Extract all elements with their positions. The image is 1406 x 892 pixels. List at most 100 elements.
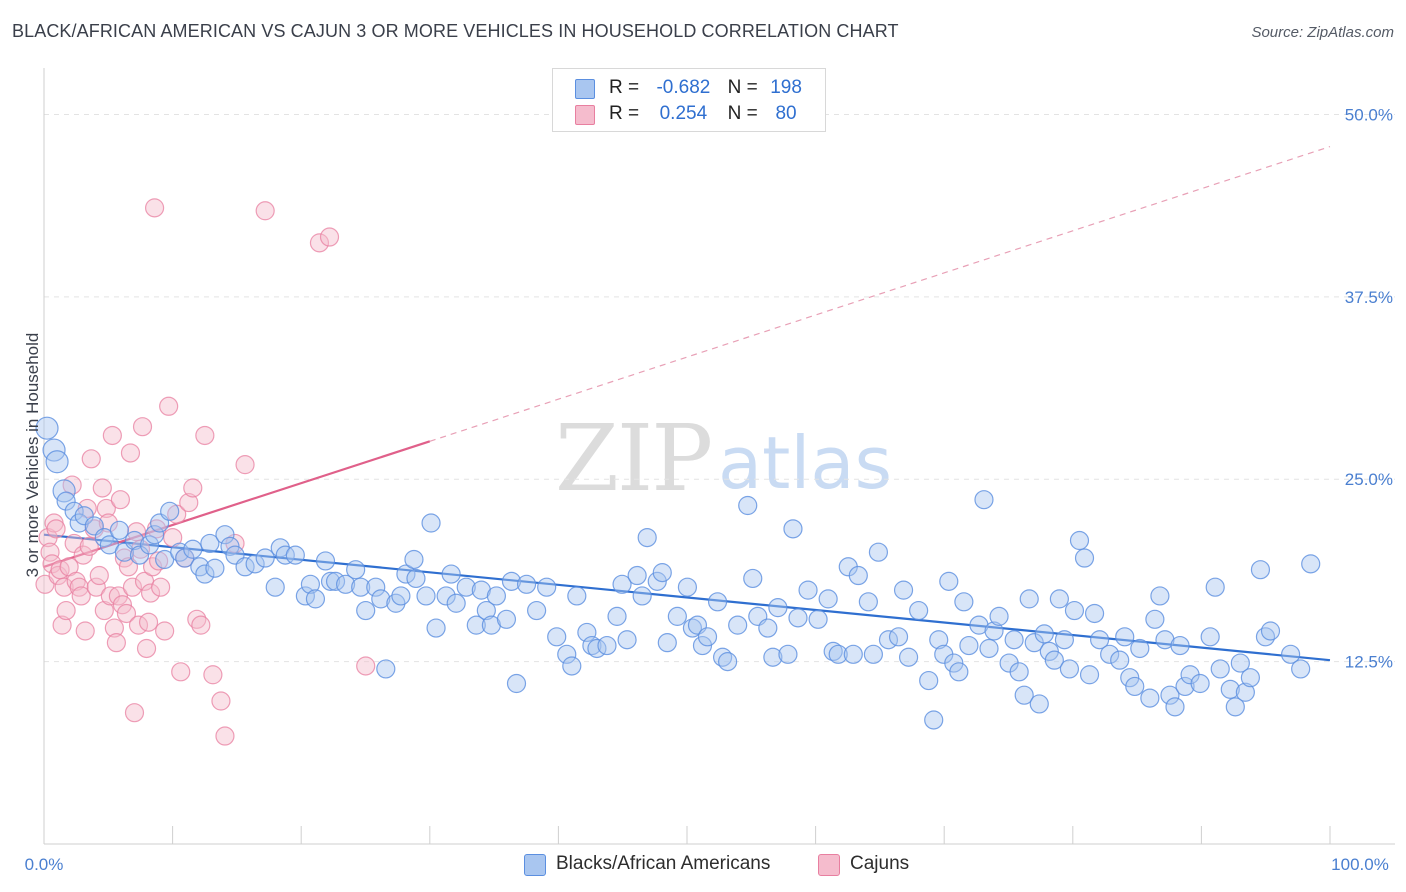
black-point bbox=[446, 593, 466, 613]
black-point bbox=[768, 598, 788, 618]
black-point bbox=[335, 574, 356, 594]
black-point bbox=[1034, 624, 1054, 644]
cajun-point bbox=[235, 455, 255, 475]
black-point bbox=[909, 600, 929, 621]
black-point bbox=[506, 673, 527, 694]
black-point bbox=[1029, 694, 1049, 714]
black-point bbox=[1200, 627, 1220, 647]
black-point bbox=[1009, 662, 1029, 682]
cajun-point bbox=[106, 633, 126, 653]
black-point bbox=[707, 592, 728, 612]
black-point bbox=[109, 520, 129, 540]
black-point bbox=[255, 548, 275, 568]
black-point bbox=[1004, 630, 1024, 650]
cajun-point bbox=[149, 551, 169, 571]
black-point bbox=[1225, 697, 1245, 717]
cajun-point bbox=[46, 519, 66, 539]
legend-n-label: N = bbox=[727, 77, 758, 98]
legend-r-label: R = bbox=[609, 103, 640, 124]
black-point bbox=[129, 545, 150, 565]
black-point bbox=[567, 586, 587, 606]
cajun-point bbox=[98, 513, 118, 533]
black-point bbox=[1074, 548, 1095, 568]
cajun-point bbox=[86, 577, 106, 597]
watermark-zip: ZIP bbox=[555, 405, 711, 512]
black-point bbox=[1054, 630, 1075, 650]
axes bbox=[43, 68, 1395, 845]
black-point bbox=[1230, 653, 1250, 673]
legend-r-label: R = bbox=[609, 77, 640, 98]
black-point bbox=[788, 608, 808, 628]
black-point bbox=[582, 635, 602, 656]
black-point bbox=[1014, 685, 1034, 705]
black-point bbox=[1084, 603, 1105, 624]
cajun-point bbox=[142, 557, 163, 577]
cajun-point bbox=[102, 425, 122, 446]
black-point bbox=[818, 589, 838, 609]
black-point bbox=[183, 539, 203, 559]
black-point bbox=[1140, 688, 1160, 708]
black-point bbox=[320, 571, 341, 591]
x-tick-label: 100.0% bbox=[1331, 855, 1389, 874]
y-tick-labels: 12.5% 25.0% 37.5% 50.0% bbox=[1345, 105, 1393, 671]
cajun-point bbox=[56, 600, 76, 621]
black-point bbox=[346, 560, 366, 580]
correlation-legend: R = -0.682 N = 198 R = 0.254 N = 80 bbox=[552, 68, 826, 132]
black-point bbox=[1291, 659, 1311, 679]
black-point bbox=[763, 647, 783, 667]
cajun-point bbox=[66, 571, 86, 591]
black-point bbox=[547, 627, 567, 647]
black-point bbox=[391, 586, 411, 606]
black-point bbox=[848, 565, 868, 586]
black-point bbox=[808, 609, 828, 629]
black-point bbox=[1039, 641, 1059, 662]
cajun-point bbox=[75, 621, 95, 641]
series-swatch-blue bbox=[524, 854, 546, 876]
black-point bbox=[743, 568, 763, 589]
black-point bbox=[1301, 554, 1321, 574]
black-point bbox=[496, 609, 517, 629]
black-point bbox=[396, 564, 416, 584]
legend-n-value: 80 bbox=[775, 103, 797, 124]
cajun-point bbox=[81, 449, 101, 469]
black-point bbox=[275, 545, 295, 565]
black-point bbox=[1079, 665, 1100, 685]
black-point bbox=[371, 589, 391, 609]
black-point bbox=[652, 563, 672, 583]
black-point bbox=[939, 571, 959, 591]
black-point bbox=[1235, 682, 1255, 702]
legend-r-value: -0.682 bbox=[656, 77, 711, 98]
black-point bbox=[195, 564, 215, 584]
legend-swatch-pink bbox=[575, 105, 595, 125]
black-point bbox=[416, 586, 436, 606]
cajun-point bbox=[40, 542, 60, 562]
black-point bbox=[692, 635, 713, 656]
black-point bbox=[305, 589, 326, 609]
cajun-point bbox=[104, 618, 124, 638]
black-point bbox=[356, 600, 376, 621]
black-point bbox=[45, 450, 69, 474]
black-point bbox=[778, 644, 798, 664]
cajun-point bbox=[89, 565, 109, 586]
black-point bbox=[1255, 627, 1276, 647]
black-point bbox=[1240, 668, 1260, 688]
cajun-point bbox=[171, 662, 191, 682]
black-point bbox=[1170, 635, 1190, 656]
black-point bbox=[1064, 600, 1085, 621]
black-point bbox=[1205, 577, 1225, 597]
black-point bbox=[436, 586, 456, 606]
cajun-point bbox=[183, 478, 203, 498]
cajun-point bbox=[144, 198, 165, 218]
cajun-point bbox=[203, 665, 223, 685]
black-point bbox=[1175, 676, 1195, 697]
cajun-point bbox=[195, 425, 215, 446]
black-point bbox=[215, 525, 235, 545]
black-point bbox=[1089, 630, 1110, 650]
cajun-point bbox=[79, 536, 99, 556]
series-legend-label: Blacks/African Americans bbox=[556, 853, 771, 874]
cajun-point bbox=[120, 443, 141, 463]
black-point bbox=[486, 586, 506, 606]
black-point bbox=[1110, 650, 1130, 670]
black-point bbox=[245, 554, 265, 574]
black-point bbox=[657, 633, 677, 653]
